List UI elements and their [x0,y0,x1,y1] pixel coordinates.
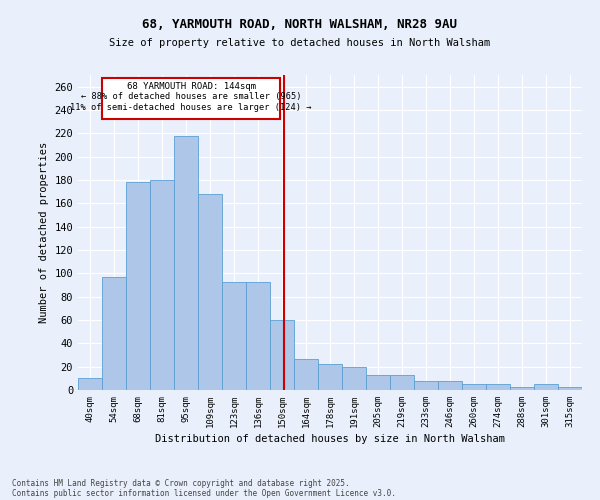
Bar [414,380,438,390]
Bar [126,182,150,390]
Bar [246,282,270,390]
Text: Contains public sector information licensed under the Open Government Licence v3: Contains public sector information licen… [12,488,396,498]
Bar [198,194,222,390]
Text: ← 88% of detached houses are smaller (965): ← 88% of detached houses are smaller (96… [81,92,301,102]
Bar [438,380,462,390]
Bar [534,384,558,390]
Bar [150,180,174,390]
Bar [486,384,510,390]
Bar [174,136,198,390]
Bar [390,375,414,390]
Bar [78,378,102,390]
Text: Contains HM Land Registry data © Crown copyright and database right 2025.: Contains HM Land Registry data © Crown c… [12,478,350,488]
Bar [342,366,366,390]
Bar [558,386,582,390]
Bar [102,277,126,390]
Text: 68 YARMOUTH ROAD: 144sqm: 68 YARMOUTH ROAD: 144sqm [127,82,256,91]
Text: 68, YARMOUTH ROAD, NORTH WALSHAM, NR28 9AU: 68, YARMOUTH ROAD, NORTH WALSHAM, NR28 9… [143,18,458,30]
Y-axis label: Number of detached properties: Number of detached properties [39,142,49,323]
X-axis label: Distribution of detached houses by size in North Walsham: Distribution of detached houses by size … [155,434,505,444]
Bar [462,384,486,390]
Bar [294,358,318,390]
Bar [318,364,342,390]
Text: 11% of semi-detached houses are larger (124) →: 11% of semi-detached houses are larger (… [70,103,312,112]
Bar [222,282,246,390]
Bar [270,320,294,390]
Bar [510,386,534,390]
Text: Size of property relative to detached houses in North Walsham: Size of property relative to detached ho… [109,38,491,48]
Bar [366,375,390,390]
Bar [102,78,280,120]
